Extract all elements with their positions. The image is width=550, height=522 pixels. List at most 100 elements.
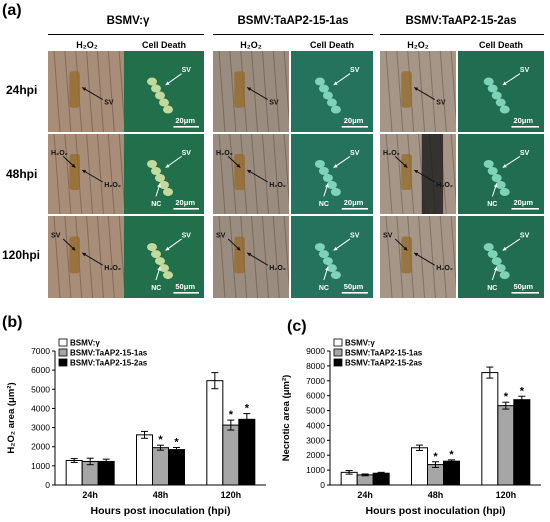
h2o2-chart-x-axis-label: Hours post inoculation (hpi) bbox=[91, 505, 231, 517]
h2o2-chart-legend-swatch bbox=[58, 348, 68, 357]
necrotic-chart-error-bar bbox=[518, 395, 526, 404]
h2o2-chart-bar-3-24h bbox=[97, 460, 115, 486]
chart-h2o2-svg: 0 1000 2000 3000 4000 5000 6000 7000 H₂O₂ area (… bbox=[6, 338, 266, 517]
row-label-120hpi: 120hpi bbox=[2, 248, 41, 262]
annotation-label: SV bbox=[269, 99, 279, 106]
micrograph-r3-c3: H₂O₂ SV bbox=[213, 216, 289, 298]
annotation-label: SV bbox=[104, 99, 114, 106]
micrograph-r3-c4: SV NC 50μm bbox=[291, 216, 373, 298]
micrograph-r1-c5: SV bbox=[380, 51, 456, 132]
necrotic-chart-y-tick-label: 8000 bbox=[306, 361, 325, 371]
sub-label-h2o2-2: H₂O₂ bbox=[240, 40, 262, 50]
h2o2-chart-bar-1-120h bbox=[206, 380, 224, 486]
micrograph-r3-c1: H₂O₂ SV bbox=[48, 216, 124, 298]
micrograph-r1-c3: SV bbox=[213, 51, 289, 132]
necrotic-chart-error-bar bbox=[345, 470, 353, 475]
scale-bar-label: 20μm bbox=[344, 116, 364, 125]
annotation-label: SV bbox=[51, 232, 61, 239]
scale-bar-label: 20μm bbox=[175, 116, 195, 125]
necrotic-chart-legend-swatch bbox=[333, 348, 343, 357]
h2o2-chart-bar-3-48h bbox=[168, 449, 185, 486]
annotation-label: H₂O₂ bbox=[216, 150, 233, 157]
micrograph-r1-c4: SV 20μm bbox=[291, 51, 373, 132]
h2o2-chart-legend-label: BSMV:TaAP2-15-2as bbox=[70, 359, 148, 368]
micrograph-r2-c2: SV NC 20μm bbox=[124, 134, 204, 214]
group-rule-1as bbox=[213, 34, 373, 35]
sub-label-death-1: Cell Death bbox=[141, 40, 186, 50]
panel-label-c: (c) bbox=[287, 318, 307, 335]
h2o2-chart-error-bar bbox=[157, 444, 164, 451]
chart-h2o2-area: 0 1000 2000 3000 4000 5000 6000 7000 H₂O₂ area (… bbox=[0, 325, 275, 517]
necrotic-chart-error-bar bbox=[416, 444, 423, 451]
h2o2-chart-y-tick-label: 3000 bbox=[31, 423, 50, 433]
group-rule-control bbox=[48, 34, 204, 35]
necrotic-chart-bar-1-120h bbox=[481, 372, 499, 486]
necrotic-chart-error-bar bbox=[432, 461, 439, 468]
micrograph-r3-c5: H₂O₂ SV bbox=[380, 216, 456, 298]
annotation-nc: NC bbox=[319, 201, 329, 208]
h2o2-chart-y-tick-label: 5000 bbox=[31, 384, 50, 394]
necrotic-chart-error-bar bbox=[377, 471, 385, 475]
group-rule-2as bbox=[380, 34, 544, 35]
necrotic-chart-y-tick-label: 5000 bbox=[306, 406, 325, 416]
h2o2-chart-y-tick-label: 0 bbox=[45, 480, 50, 490]
necrotic-chart-error-bar bbox=[361, 473, 369, 477]
micrograph-r2-c1: H₂O₂ H₂O₂ bbox=[48, 134, 124, 214]
scale-bar-label: 50μm bbox=[344, 282, 364, 291]
h2o2-chart-y-tick-label: 4000 bbox=[31, 403, 50, 413]
micrograph-r3-c2: SV NC 50μm bbox=[124, 216, 204, 298]
h2o2-chart-x-tick-label: 120h bbox=[221, 490, 242, 500]
micrograph-r1-c6: SV 20μm bbox=[458, 51, 544, 132]
h2o2-chart-y-tick-label: 7000 bbox=[31, 346, 50, 356]
annotation-sv: SV bbox=[350, 232, 360, 239]
micrograph-r3-c6: SV NC 50μm bbox=[458, 216, 544, 298]
annotation-label: H₂O₂ bbox=[436, 182, 453, 189]
h2o2-chart-y-tick-label: 1000 bbox=[31, 461, 50, 471]
h2o2-chart-y-tick-label: 2000 bbox=[31, 442, 50, 452]
necrotic-chart-significance-mark: * bbox=[504, 391, 509, 403]
group-title-control: BSMV:γ bbox=[106, 15, 150, 27]
panel-label-b: (b) bbox=[2, 314, 23, 331]
necrotic-chart-x-tick-label: 24h bbox=[357, 490, 373, 500]
h2o2-chart-error-bar bbox=[243, 413, 251, 426]
row-label-48hpi: 48hpi bbox=[6, 167, 38, 181]
scale-bar-label: 20μm bbox=[344, 198, 364, 207]
necrotic-chart-legend-label: BSMV:TaAP2-15-2as bbox=[345, 359, 423, 368]
annotation-label: SV bbox=[436, 99, 446, 106]
h2o2-chart-legend-swatch bbox=[58, 338, 68, 347]
necrotic-chart-bar-3-24h bbox=[372, 472, 390, 486]
group-title-2as: BSMV:TaAP2-15-2as bbox=[405, 15, 517, 27]
h2o2-chart-y-axis-label: H₂O₂ area (μm²) bbox=[6, 382, 17, 453]
scale-bar-label: 20μm bbox=[175, 198, 195, 207]
annotation-sv: SV bbox=[182, 67, 192, 74]
necrotic-chart-error-bar bbox=[448, 459, 455, 464]
annotation-label: SV bbox=[383, 232, 393, 239]
annotation-nc: NC bbox=[151, 285, 161, 292]
annotation-sv: SV bbox=[350, 150, 360, 157]
annotation-label: H₂O₂ bbox=[269, 182, 286, 189]
h2o2-chart-legend-label: BSMV:TaAP2-15-1as bbox=[70, 349, 148, 358]
scale-bar-label: 20μm bbox=[513, 116, 533, 125]
annotation-label: SV bbox=[216, 232, 226, 239]
annotation-nc: NC bbox=[151, 201, 161, 208]
necrotic-chart-error-bar bbox=[486, 366, 494, 379]
necrotic-chart-bar-3-48h bbox=[443, 460, 460, 486]
necrotic-chart-bar-1-48h bbox=[411, 447, 428, 486]
annotation-sv: SV bbox=[182, 150, 192, 157]
necrotic-chart-bar-2-24h bbox=[356, 474, 374, 486]
necrotic-chart-legend-swatch bbox=[333, 338, 343, 347]
necrotic-chart-y-tick-label: 0 bbox=[320, 480, 325, 490]
necrotic-chart-x-axis-label: Hours post inoculation (hpi) bbox=[366, 505, 506, 517]
annotation-label: H₂O₂ bbox=[436, 265, 453, 272]
necrotic-chart-y-tick-label: 3000 bbox=[306, 435, 325, 445]
necrotic-chart-y-tick-label: 7000 bbox=[306, 376, 325, 386]
h2o2-chart-significance-mark: * bbox=[158, 434, 163, 446]
h2o2-chart-bar-1-48h bbox=[136, 434, 153, 486]
necrotic-chart-legend-label: BSMV:γ bbox=[345, 339, 375, 348]
h2o2-chart-error-bar bbox=[70, 458, 78, 463]
necrotic-chart-y-tick-label: 6000 bbox=[306, 391, 325, 401]
annotation-label: H₂O₂ bbox=[104, 182, 121, 189]
necrotic-chart-y-tick-label: 9000 bbox=[306, 346, 325, 356]
micrograph-r1-c2: SV 20μm bbox=[124, 51, 204, 132]
